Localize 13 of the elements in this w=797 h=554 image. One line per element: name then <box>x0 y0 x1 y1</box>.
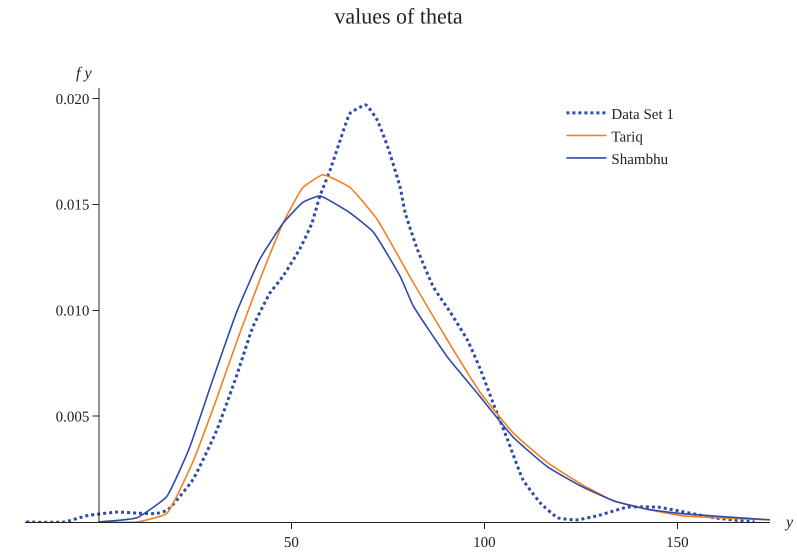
y-tick-label: 0.015 <box>56 198 90 214</box>
legend-label: Data Set 1 <box>611 106 674 123</box>
x-axis-title: y <box>784 514 794 531</box>
chart-title: values of theta <box>334 4 463 29</box>
x-tick-label: 100 <box>473 535 496 551</box>
legend-label: Tariq <box>611 129 644 146</box>
x-tick-label: 150 <box>666 535 689 551</box>
legend-label: Shambhu <box>611 152 669 168</box>
y-tick-label: 0.010 <box>56 304 90 320</box>
y-tick-label: 0.005 <box>56 409 90 426</box>
y-tick-label: 0.020 <box>56 92 90 108</box>
x-tick-label: 50 <box>284 535 299 551</box>
y-axis-title: f y <box>76 65 92 82</box>
